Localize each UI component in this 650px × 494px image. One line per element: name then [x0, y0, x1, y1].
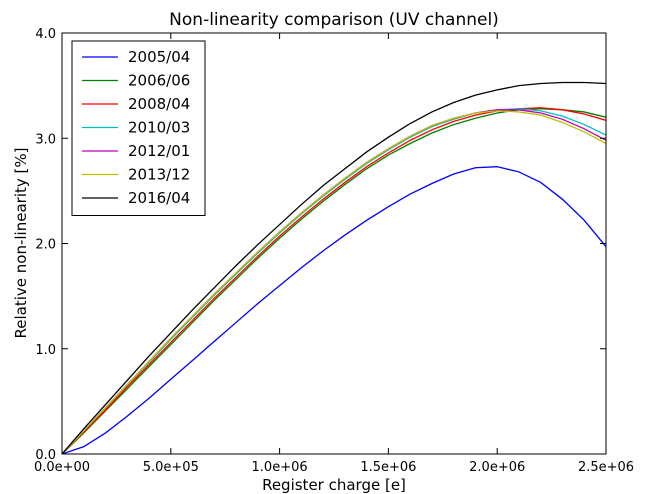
series-line-2016-04 [62, 81, 606, 454]
x-tick-label: 2.5e+06 [578, 460, 634, 475]
legend-label: 2010/03 [128, 119, 190, 137]
legend-label: 2012/01 [128, 142, 190, 160]
legend-label: 2006/06 [128, 72, 190, 90]
series-line-2010-03 [62, 108, 606, 454]
y-tick-label: 0.0 [35, 448, 56, 463]
series-line-2013-12 [62, 110, 606, 454]
x-tick-label: 1.5e+06 [360, 460, 416, 475]
chart-title: Non-linearity comparison (UV channel) [169, 10, 499, 30]
x-tick-label: 0.0e+00 [34, 460, 90, 475]
legend-label: 2013/12 [128, 166, 190, 184]
legend-box [71, 40, 206, 216]
y-tick-label: 1.0 [35, 343, 56, 358]
plot-area-frame [61, 32, 607, 455]
legend-label: 2005/04 [128, 48, 190, 66]
x-tick-label: 2.0e+06 [469, 460, 525, 475]
legend-label: 2008/04 [128, 95, 190, 113]
y-tick-label: 4.0 [35, 27, 56, 42]
x-tick-label: 1.0e+06 [252, 460, 308, 475]
x-axis-label: Register charge [e] [262, 476, 406, 494]
legend-label: 2016/04 [128, 189, 190, 207]
y-tick-label: 2.0 [35, 238, 56, 253]
series-line-2005-04 [62, 166, 606, 454]
x-tick-label: 5.0e+05 [143, 460, 199, 475]
y-axis-label: Relative non-linearity [%] [12, 148, 30, 339]
y-tick-label: 3.0 [35, 132, 56, 147]
